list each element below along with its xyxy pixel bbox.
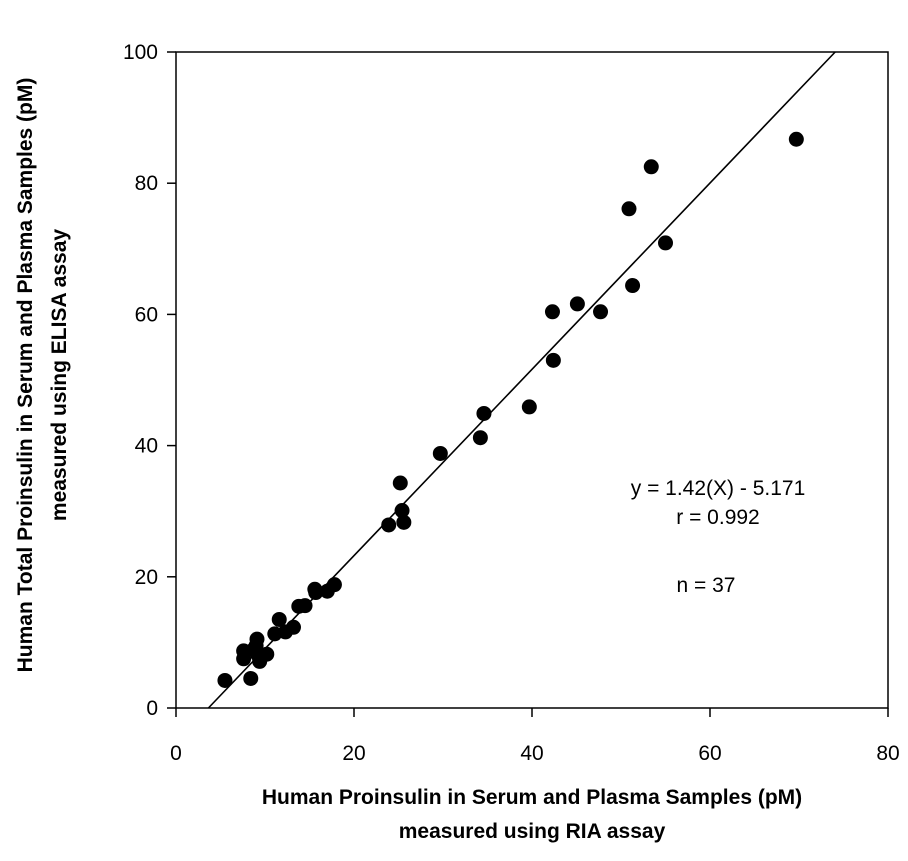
- y-axis: 0 20 40 60 80 100: [123, 41, 176, 720]
- x-axis-title-line-2: measured using RIA assay: [399, 820, 666, 843]
- data-point: [593, 304, 609, 320]
- data-point: [285, 619, 301, 635]
- correlation-annotation: r = 0.992: [676, 506, 759, 529]
- data-point: [392, 475, 408, 491]
- data-point: [394, 503, 410, 519]
- y-tick-label: 40: [135, 435, 158, 458]
- equation-annotation: y = 1.42(X) - 5.171: [631, 477, 806, 500]
- data-point: [217, 672, 233, 688]
- data-point: [308, 585, 324, 601]
- data-point: [243, 670, 259, 686]
- plot-frame: [175, 51, 889, 709]
- x-tick-label: 80: [876, 742, 899, 765]
- data-point: [326, 577, 342, 593]
- data-point: [545, 352, 561, 368]
- data-point: [621, 201, 637, 217]
- sample-size-annotation: n = 37: [677, 574, 736, 597]
- data-point: [625, 278, 641, 294]
- x-axis: 0 20 40 60 80: [170, 708, 900, 765]
- data-point: [643, 159, 659, 175]
- y-tick-label: 100: [123, 41, 158, 64]
- x-axis-title-line-1: Human Proinsulin in Serum and Plasma Sam…: [262, 786, 802, 809]
- data-points: [217, 131, 804, 688]
- data-point: [472, 430, 488, 446]
- regression-line: [207, 51, 836, 709]
- data-point: [432, 445, 448, 461]
- x-tick-label: 40: [520, 742, 543, 765]
- y-axis-title-line-2: measured using ELISA assay: [48, 229, 71, 521]
- x-tick-label: 60: [698, 742, 721, 765]
- data-point: [249, 631, 265, 647]
- x-tick-label: 0: [170, 742, 182, 765]
- y-tick-label: 20: [135, 566, 158, 589]
- data-point: [476, 405, 492, 421]
- data-point: [259, 646, 275, 662]
- data-point: [521, 399, 537, 415]
- data-point: [271, 611, 287, 627]
- data-point: [569, 296, 585, 312]
- y-tick-label: 0: [146, 697, 158, 720]
- data-point: [381, 517, 397, 533]
- data-point: [236, 651, 252, 667]
- x-tick-label: 20: [342, 742, 365, 765]
- y-tick-label: 80: [135, 172, 158, 195]
- data-point: [544, 304, 560, 320]
- y-axis-title-line-1: Human Total Proinsulin in Serum and Plas…: [14, 78, 37, 673]
- data-point: [396, 514, 412, 530]
- data-point: [658, 235, 673, 251]
- y-tick-label: 60: [135, 303, 158, 326]
- data-point: [788, 131, 804, 147]
